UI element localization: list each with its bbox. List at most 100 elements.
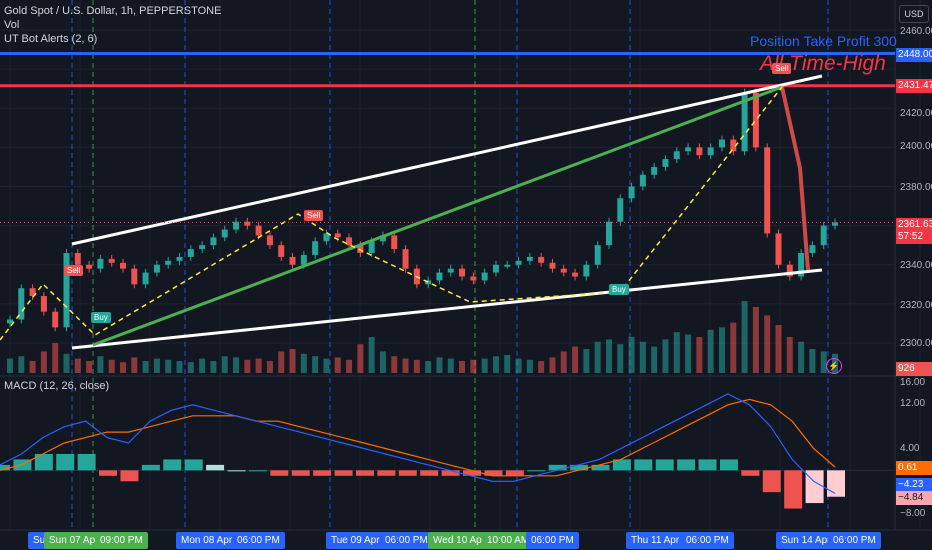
volume-bar — [515, 358, 522, 373]
macd-line — [0, 393, 836, 494]
volume-bar — [764, 315, 771, 373]
volume-bar — [617, 344, 624, 373]
volume-bar — [52, 343, 59, 373]
volume-bar — [685, 334, 692, 373]
volume-bar — [86, 361, 93, 373]
macd-histogram-bar — [741, 470, 760, 476]
lightning-icon[interactable]: ⚡ — [826, 358, 842, 374]
candle-body — [346, 237, 353, 246]
macd-histogram-bar — [34, 453, 53, 471]
volume-bar — [492, 356, 499, 373]
volume-bar — [459, 361, 466, 373]
candle-body — [153, 264, 160, 273]
candle-body — [583, 264, 590, 277]
candle-body — [718, 139, 725, 148]
candle-body — [300, 254, 307, 265]
ath-annotation[interactable]: All Time-High — [760, 52, 886, 75]
volume-bar — [628, 337, 635, 373]
volume-bar — [29, 361, 36, 373]
volume-bar — [447, 358, 454, 373]
volume-bar — [752, 307, 759, 373]
price-tick: 2300.00 — [900, 338, 932, 349]
candle-body — [798, 253, 805, 277]
volume-bar — [40, 351, 47, 373]
volume-legend[interactable]: Vol — [4, 19, 20, 31]
candle-body — [312, 241, 319, 255]
time-label: 10:00 AM — [482, 532, 535, 549]
candle-body — [447, 268, 454, 273]
sell-signal[interactable]: Sell — [772, 63, 792, 74]
volume-bar — [560, 351, 567, 373]
volume-bar — [176, 361, 183, 373]
zigzag-line — [0, 86, 783, 341]
sell-signal[interactable]: Sell — [64, 265, 84, 276]
channel-lower-line — [71, 268, 823, 350]
volume-bar — [187, 362, 194, 373]
volume-bar — [142, 361, 149, 373]
price-tick: 2320.00 — [900, 300, 932, 311]
volume-bar — [798, 341, 805, 373]
candle-body — [504, 264, 511, 267]
macd-histogram-bar — [227, 470, 246, 472]
time-label: 06:00 PM — [681, 532, 734, 549]
volume-badge: 926 — [896, 362, 932, 376]
candle-body — [334, 233, 341, 238]
volume-bar — [120, 362, 127, 373]
candle-body — [492, 264, 499, 273]
ath-price-badge: 2431.47 — [896, 79, 932, 93]
candle-body — [52, 311, 59, 328]
take-profit-annotation[interactable]: Position Take Profit 300 — [750, 33, 897, 49]
candle-body — [594, 245, 601, 265]
macd-histogram-bar — [355, 470, 374, 476]
volume-bar — [820, 351, 827, 373]
macd-histogram-bar — [248, 470, 267, 472]
candle-body — [244, 221, 251, 226]
volume-bar — [63, 353, 70, 373]
volume-bar — [131, 357, 138, 373]
volume-bar — [718, 327, 725, 373]
candle-body — [470, 276, 477, 281]
volume-bar — [255, 358, 262, 373]
volume-bar — [605, 339, 612, 373]
sell-signal[interactable]: Sell — [304, 210, 324, 221]
candle-body — [199, 245, 206, 250]
candle-body — [187, 249, 194, 257]
volume-bar — [210, 361, 217, 373]
candle-body — [820, 225, 827, 246]
price-tick: 2420.00 — [900, 108, 932, 119]
buy-signal[interactable]: Buy — [91, 312, 111, 323]
candle-body — [391, 235, 398, 250]
macd-histogram-bar — [762, 470, 781, 493]
candle-body — [221, 229, 228, 238]
macd-tick: 12.00 — [900, 398, 926, 409]
candle-body — [538, 256, 545, 263]
volume-bar — [775, 325, 782, 373]
volume-bar — [97, 356, 104, 373]
candle-body — [357, 245, 364, 254]
volume-bar — [639, 341, 646, 373]
macd-histogram-bar — [141, 464, 160, 471]
candle-body — [233, 221, 240, 230]
volume-bar — [549, 357, 556, 373]
ut-bot-legend[interactable]: UT Bot Alerts (2, 6) — [4, 33, 98, 45]
candle-body — [673, 151, 680, 160]
buy-signal[interactable]: Buy — [609, 284, 629, 295]
candle-body — [368, 241, 375, 254]
volume-bar — [289, 349, 296, 373]
time-label: 06:00 PM — [232, 532, 285, 549]
symbol-legend[interactable]: Gold Spot / U.S. Dollar, 1h, PEPPERSTONE — [4, 5, 222, 17]
candle-body — [651, 166, 658, 175]
macd-histogram-bar — [99, 470, 118, 476]
price-tick: 2460.00 — [900, 26, 932, 37]
candle-body — [86, 264, 93, 269]
candle-body — [74, 253, 81, 265]
candle-body — [18, 288, 25, 320]
macd-histogram-bar — [184, 459, 203, 471]
candle-body — [436, 272, 443, 281]
candle-body — [176, 256, 183, 261]
macd-legend[interactable]: MACD (12, 26, close) — [4, 380, 110, 392]
candle-body — [662, 159, 669, 167]
currency-button[interactable]: USD — [899, 5, 929, 23]
macd-histogram-bar — [719, 459, 738, 471]
volume-bar — [300, 353, 307, 373]
